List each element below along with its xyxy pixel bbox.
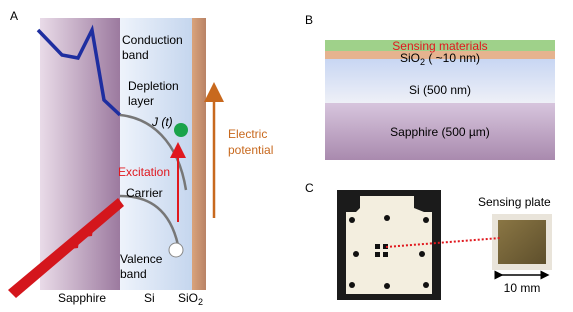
label-part: potential xyxy=(228,143,273,157)
shape xyxy=(353,251,359,257)
label: Si (500 nm) xyxy=(409,83,471,97)
hole xyxy=(169,243,183,257)
label-part: 2 xyxy=(198,297,203,307)
label: Electric potential xyxy=(228,127,273,157)
shape xyxy=(384,283,390,289)
label-part: Depletion xyxy=(128,79,179,93)
sio2-region xyxy=(192,18,206,290)
label-part: Valence xyxy=(120,252,163,266)
shape xyxy=(375,252,380,257)
figure: A Conductionband Depletionlayer J (t) Ex… xyxy=(0,0,573,307)
shape xyxy=(419,251,425,257)
label: Excitation xyxy=(118,165,170,179)
shape xyxy=(383,252,388,257)
shape xyxy=(423,217,429,223)
label: Sensing plate xyxy=(478,195,551,209)
panel-letter: B xyxy=(305,13,313,27)
label: SiO2 xyxy=(178,291,203,307)
shape xyxy=(349,217,355,223)
shape xyxy=(375,244,380,249)
label-part: SiO xyxy=(400,51,420,65)
label: J (t) xyxy=(151,115,173,129)
label-part: band xyxy=(120,267,147,281)
label-part: ( ~10 nm) xyxy=(425,51,480,65)
electron xyxy=(174,123,188,137)
shape xyxy=(423,282,429,288)
panel-b: B Sensing materials SiO2 ( ~10 nm) Si (5… xyxy=(305,13,555,160)
label-part: Conduction xyxy=(122,33,183,47)
shape xyxy=(384,215,390,221)
sapphire-region xyxy=(40,18,120,290)
label: Carrier xyxy=(126,186,163,200)
label: Si xyxy=(144,291,155,305)
label-part: layer xyxy=(128,94,154,108)
label: Sapphire (500 µm) xyxy=(390,125,490,139)
label-part: SiO xyxy=(178,291,198,305)
label-part: Electric xyxy=(228,127,267,141)
panel-c: C Sensing plate 10 mm xyxy=(305,181,552,300)
label-part: band xyxy=(122,48,149,62)
label: 10 mm xyxy=(504,281,541,295)
label: Sapphire xyxy=(58,291,106,305)
label: SiO2 ( ~10 nm) xyxy=(400,51,480,67)
panel-letter: C xyxy=(305,181,314,195)
panel-letter: A xyxy=(10,9,18,23)
sensing-plate xyxy=(498,220,546,264)
shape xyxy=(349,282,355,288)
